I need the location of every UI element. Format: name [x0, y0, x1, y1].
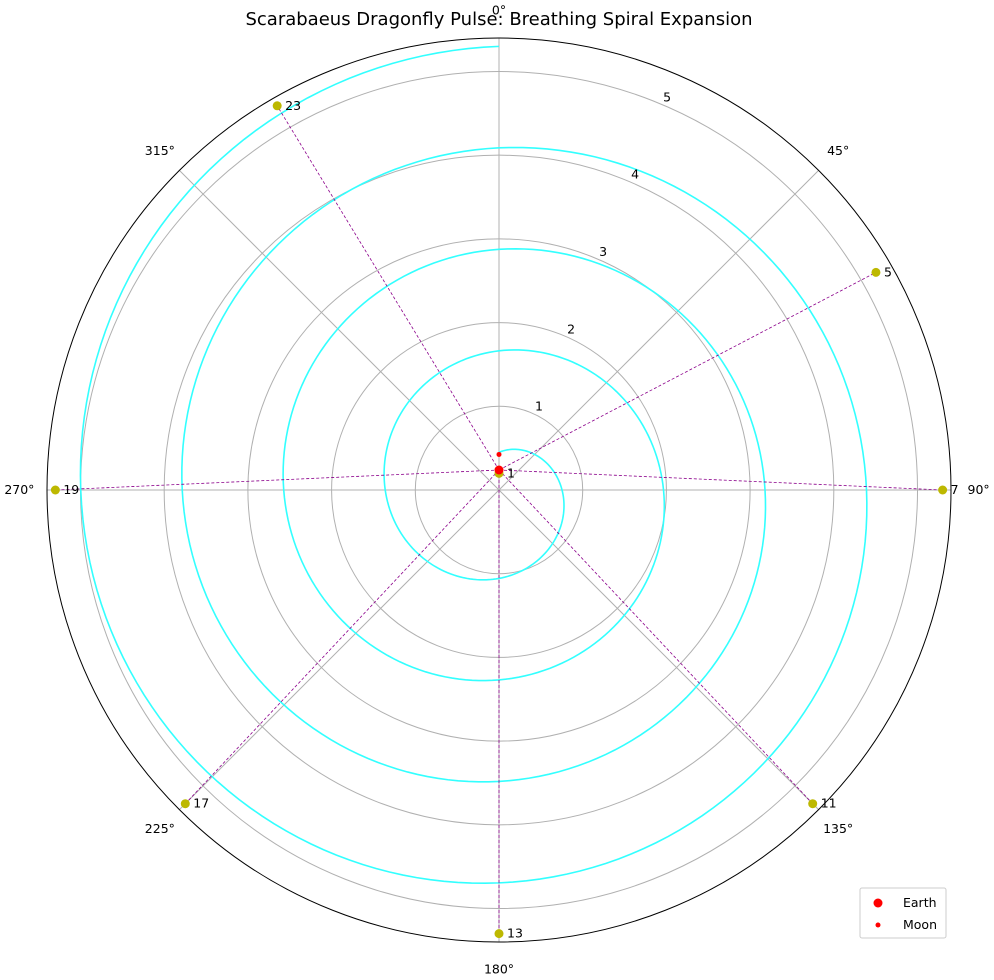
angle-tick-label: 90° — [968, 482, 990, 497]
radial-gridline — [163, 154, 835, 826]
point-label: 23 — [285, 98, 301, 113]
point-label: 5 — [884, 264, 892, 279]
point-label: 7 — [951, 482, 959, 497]
point-label: 13 — [507, 926, 523, 941]
connector-line — [498, 272, 877, 471]
angle-tick-label: 135° — [823, 821, 853, 836]
data-point — [180, 799, 190, 809]
connector-line — [498, 469, 943, 491]
connector-line — [185, 469, 500, 804]
radial-tick-label: 2 — [567, 321, 575, 336]
angle-tick-label: 0° — [492, 2, 506, 17]
spiral-line — [79, 45, 868, 885]
radial-tick-label: 3 — [599, 244, 607, 259]
chart-title: Scarabaeus Dragonfly Pulse: Breathing Sp… — [245, 9, 752, 30]
center-markers — [494, 451, 504, 475]
angle-tick-label: 45° — [827, 143, 849, 158]
legend: Earth Moon — [859, 887, 947, 939]
moon-marker — [496, 451, 502, 457]
legend-marker — [875, 922, 881, 928]
angle-tick-label: 225° — [145, 821, 175, 836]
radial-tick-label: 4 — [631, 167, 639, 182]
point-label: 1 — [507, 465, 515, 480]
polar-frame — [46, 37, 952, 943]
radial-tick-label: 1 — [535, 399, 543, 414]
angle-gridline — [179, 489, 500, 810]
angle-tick-label: 180° — [484, 962, 514, 977]
data-point — [808, 799, 818, 809]
data-point — [50, 485, 60, 495]
legend-label: Moon — [903, 917, 937, 932]
data-point — [494, 929, 504, 939]
connector-lines — [55, 105, 943, 934]
angle-gridline — [498, 170, 819, 491]
connector-line — [276, 105, 500, 471]
point-label: 11 — [821, 796, 837, 811]
data-point — [938, 485, 948, 495]
angle-tick-label: 270° — [4, 482, 34, 497]
angle-gridline — [179, 170, 500, 491]
data-point — [871, 267, 881, 277]
point-label: 19 — [63, 482, 79, 497]
legend-marker — [873, 898, 883, 908]
data-point — [272, 101, 282, 111]
radial-tick-label: 5 — [663, 89, 671, 104]
connector-line — [498, 469, 813, 804]
angle-tick-label: 315° — [145, 143, 175, 158]
point-label: 17 — [193, 796, 209, 811]
earth-marker — [494, 465, 504, 475]
angle-gridline — [498, 489, 819, 810]
spiral-series — [79, 45, 868, 885]
radial-gridline — [414, 405, 584, 575]
connector-line — [55, 469, 500, 491]
legend-label: Earth — [903, 895, 937, 910]
